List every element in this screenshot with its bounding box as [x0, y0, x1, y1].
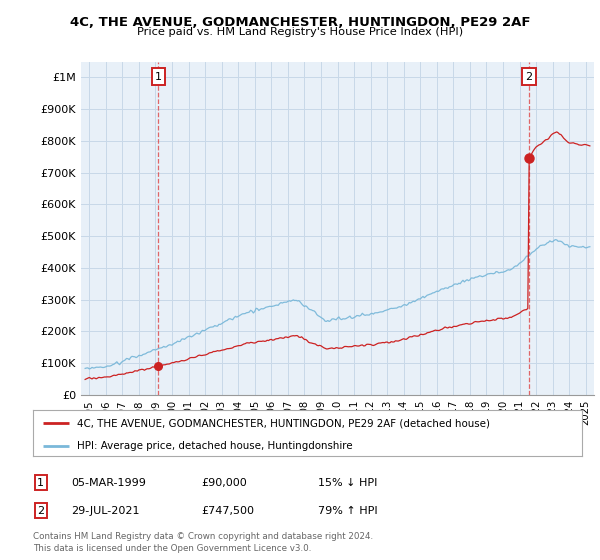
Text: £747,500: £747,500	[201, 506, 254, 516]
Text: Contains HM Land Registry data © Crown copyright and database right 2024.
This d: Contains HM Land Registry data © Crown c…	[33, 533, 373, 553]
Text: 2: 2	[526, 72, 533, 82]
Text: 2: 2	[37, 506, 44, 516]
Text: 15% ↓ HPI: 15% ↓ HPI	[318, 478, 377, 488]
Text: 05-MAR-1999: 05-MAR-1999	[71, 478, 146, 488]
Text: Price paid vs. HM Land Registry's House Price Index (HPI): Price paid vs. HM Land Registry's House …	[137, 27, 463, 37]
Text: 1: 1	[37, 478, 44, 488]
Text: 4C, THE AVENUE, GODMANCHESTER, HUNTINGDON, PE29 2AF: 4C, THE AVENUE, GODMANCHESTER, HUNTINGDO…	[70, 16, 530, 29]
Text: 4C, THE AVENUE, GODMANCHESTER, HUNTINGDON, PE29 2AF (detached house): 4C, THE AVENUE, GODMANCHESTER, HUNTINGDO…	[77, 418, 490, 428]
Text: £90,000: £90,000	[201, 478, 247, 488]
Text: HPI: Average price, detached house, Huntingdonshire: HPI: Average price, detached house, Hunt…	[77, 441, 353, 451]
Text: 1: 1	[155, 72, 162, 82]
Text: 79% ↑ HPI: 79% ↑ HPI	[318, 506, 377, 516]
Text: 29-JUL-2021: 29-JUL-2021	[71, 506, 139, 516]
